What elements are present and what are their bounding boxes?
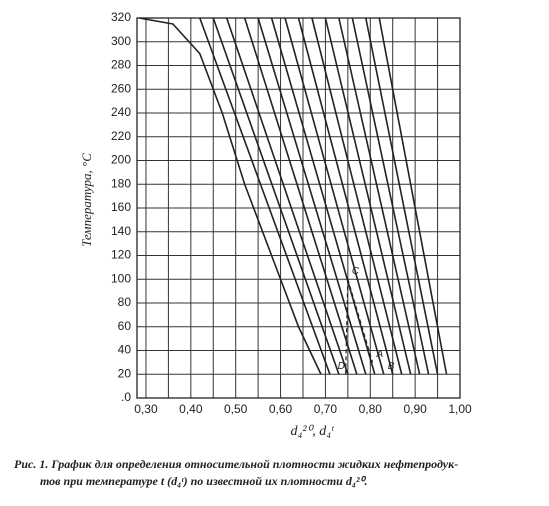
y-tick-label: 20 <box>118 366 132 380</box>
x-tick-label: 0,40 <box>179 402 203 416</box>
data-line <box>378 17 448 375</box>
x-tick-label: 0,80 <box>359 402 383 416</box>
data-line <box>139 17 322 375</box>
y-tick-label: 320 <box>111 10 131 24</box>
data-line <box>243 17 358 375</box>
y-tick-label: 160 <box>111 200 131 214</box>
data-line <box>257 17 367 375</box>
data-line <box>338 17 421 375</box>
annotation: B <box>388 361 395 372</box>
construction-line <box>347 279 374 363</box>
annotation: C <box>352 266 360 277</box>
annotation: A <box>376 349 384 360</box>
data-line <box>284 17 385 375</box>
y-tick-label: 40 <box>118 343 132 357</box>
x-tick-label: 1,00 <box>448 402 472 416</box>
y-tick-label: 180 <box>111 176 131 190</box>
x-axis-label: d₄²⁰, d₄ᵗ <box>291 424 336 439</box>
y-tick-label: 100 <box>111 271 131 285</box>
caption-line: тов при температуре t (d₄ᵗ) по известной… <box>40 474 367 488</box>
x-tick-label: 0,90 <box>403 402 427 416</box>
x-tick-label: 0,60 <box>269 402 293 416</box>
y-tick-label: 120 <box>111 248 131 262</box>
caption-line: Рис. 1. График для определения относител… <box>14 457 458 471</box>
data-line <box>270 17 376 375</box>
y-tick-label: 140 <box>111 224 131 238</box>
y-tick-label: 60 <box>118 319 132 333</box>
data-line <box>351 17 430 375</box>
x-tick-label: 0,70 <box>314 402 338 416</box>
data-line <box>297 17 394 375</box>
annotation: D <box>338 361 345 372</box>
data-line <box>365 17 439 375</box>
x-tick-label: 0,50 <box>224 402 248 416</box>
x-tick-label: 0,30 <box>134 402 158 416</box>
data-line <box>199 17 331 375</box>
y-axis-label: Температура, °C <box>79 153 94 247</box>
data-line <box>324 17 412 375</box>
y-tick-label: 220 <box>111 129 131 143</box>
data-line <box>225 17 349 375</box>
y-tick-label: 80 <box>118 295 132 309</box>
y-tick-label: 260 <box>111 81 131 95</box>
y-tick-label: 300 <box>111 34 131 48</box>
y-tick-label: 200 <box>111 153 131 167</box>
y-tick-label: .0 <box>121 390 131 404</box>
construction-line <box>345 279 349 375</box>
data-line <box>311 17 403 375</box>
y-tick-label: 240 <box>111 105 131 119</box>
y-tick-label: 280 <box>111 58 131 72</box>
data-line <box>212 17 340 375</box>
